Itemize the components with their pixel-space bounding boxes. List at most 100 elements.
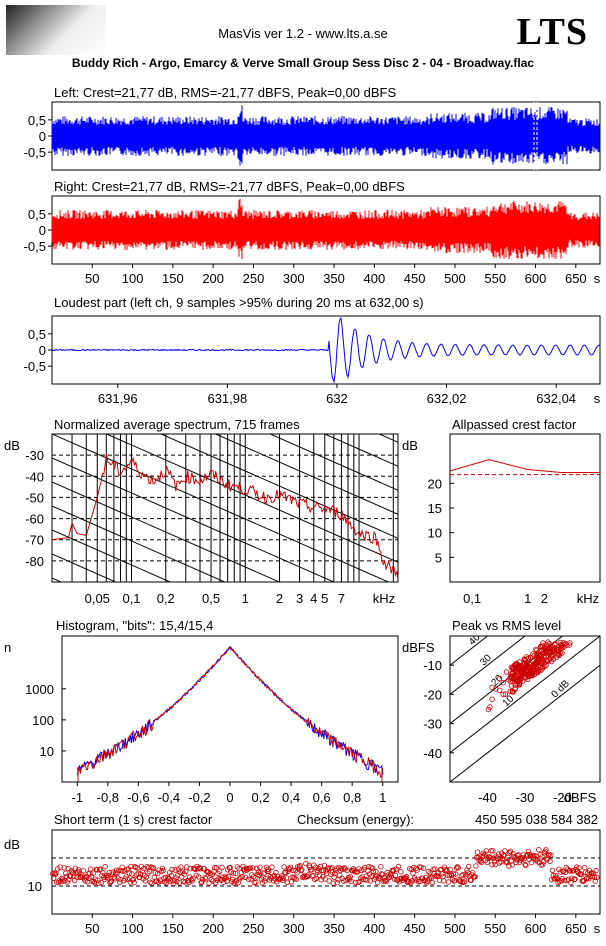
data-point <box>100 869 106 876</box>
data-point <box>331 874 337 880</box>
data-point <box>321 862 328 869</box>
data-point <box>299 867 305 873</box>
data-point <box>219 864 225 871</box>
x-tick-label: 0 <box>226 790 233 805</box>
y-tick-label: -30 <box>423 717 442 732</box>
data-point <box>485 706 492 713</box>
data-point <box>561 641 568 648</box>
x-tick-label: 0,4 <box>282 790 300 805</box>
data-point <box>533 646 539 653</box>
data-point <box>508 858 515 864</box>
data-point <box>548 658 555 665</box>
data-point <box>150 865 157 871</box>
data-point <box>510 850 516 857</box>
x-tick-label: 600 <box>525 921 547 936</box>
data-point <box>92 876 99 882</box>
x-tick-label: 100 <box>122 271 144 286</box>
data-point <box>302 874 308 881</box>
data-point <box>313 875 319 882</box>
y-tick-label: -30 <box>25 448 44 463</box>
data-point <box>524 851 531 858</box>
loudest-trace <box>51 316 601 384</box>
data-point <box>578 872 585 878</box>
histogram-trace <box>76 646 384 779</box>
diagonal-label: 10 <box>501 693 517 709</box>
x-unit-label: s <box>594 921 601 936</box>
x-tick-label: 0,1 <box>122 591 140 606</box>
data-point <box>258 870 264 876</box>
x-tick-label: 100 <box>122 921 144 936</box>
data-point <box>427 870 433 876</box>
data-point <box>582 864 588 871</box>
data-point <box>525 663 531 669</box>
file-title: Buddy Rich - Argo, Emarcy & Verve Small … <box>71 56 535 70</box>
diagonal-line <box>52 434 390 582</box>
data-point <box>119 864 125 870</box>
data-point <box>508 671 514 677</box>
data-point <box>269 864 275 870</box>
data-point <box>391 867 397 873</box>
data-point <box>583 876 589 882</box>
data-point <box>162 874 169 880</box>
data-point <box>284 879 290 885</box>
data-point <box>576 865 582 871</box>
data-point <box>500 853 506 859</box>
data-point <box>198 879 204 886</box>
data-point <box>312 864 319 870</box>
data-point <box>168 872 174 879</box>
x-tick-label: -0,6 <box>127 790 149 805</box>
data-point <box>337 872 343 878</box>
data-point <box>172 867 178 873</box>
data-point <box>209 871 216 877</box>
data-point <box>521 660 528 666</box>
data-point <box>253 879 259 885</box>
y-tick-label: 1000 <box>25 682 54 697</box>
data-point <box>382 877 389 884</box>
data-point <box>545 852 552 859</box>
x-tick-label: 2 <box>541 591 548 606</box>
y-tick-label: -20 <box>423 687 442 702</box>
data-point <box>425 868 431 875</box>
data-point <box>429 879 436 886</box>
x-tick-label: 600 <box>525 271 547 286</box>
spectrum-chart: Normalized average spectrum, 715 frames d… <box>4 417 399 606</box>
panel-title: Peak vs RMS level <box>452 618 561 633</box>
data-point <box>116 867 122 874</box>
x-unit-label: dBFS <box>564 790 597 805</box>
histogram-trace <box>76 645 384 776</box>
data-point <box>558 642 565 648</box>
data-point <box>312 876 318 883</box>
x-tick-label: 400 <box>364 271 386 286</box>
data-point <box>160 867 166 874</box>
data-point <box>249 865 256 871</box>
data-point <box>460 872 466 878</box>
data-point <box>137 874 143 881</box>
data-point <box>445 879 452 885</box>
diagonal-label: 40 <box>467 632 483 648</box>
data-point <box>543 847 549 853</box>
diagonal-line <box>52 505 226 582</box>
data-point <box>326 878 332 884</box>
data-point <box>293 876 299 882</box>
data-point <box>497 855 503 862</box>
waveform-trace <box>51 105 600 166</box>
x-tick-label: -40 <box>478 790 497 805</box>
data-point <box>507 678 514 685</box>
panel-frame <box>449 635 601 783</box>
data-point <box>520 852 527 858</box>
data-point <box>364 877 370 883</box>
data-point <box>455 865 461 871</box>
data-point <box>563 864 569 871</box>
y-tick-label: 100 <box>32 713 54 728</box>
right-waveform-chart: Right: Crest=21,77 dB, RMS=-21,77 dBFS, … <box>24 179 601 286</box>
x-tick-label: -0,4 <box>158 790 180 805</box>
y-tick-label: 5 <box>435 550 442 565</box>
x-tick-label: 631,96 <box>98 391 138 406</box>
data-point <box>108 879 114 885</box>
x-tick-label: 0,2 <box>157 591 175 606</box>
y-tick-label: -0,5 <box>24 239 46 254</box>
data-point <box>388 873 394 879</box>
data-point <box>463 873 469 879</box>
diagonal-label: 20 <box>489 673 505 689</box>
panel-frame <box>51 829 601 915</box>
